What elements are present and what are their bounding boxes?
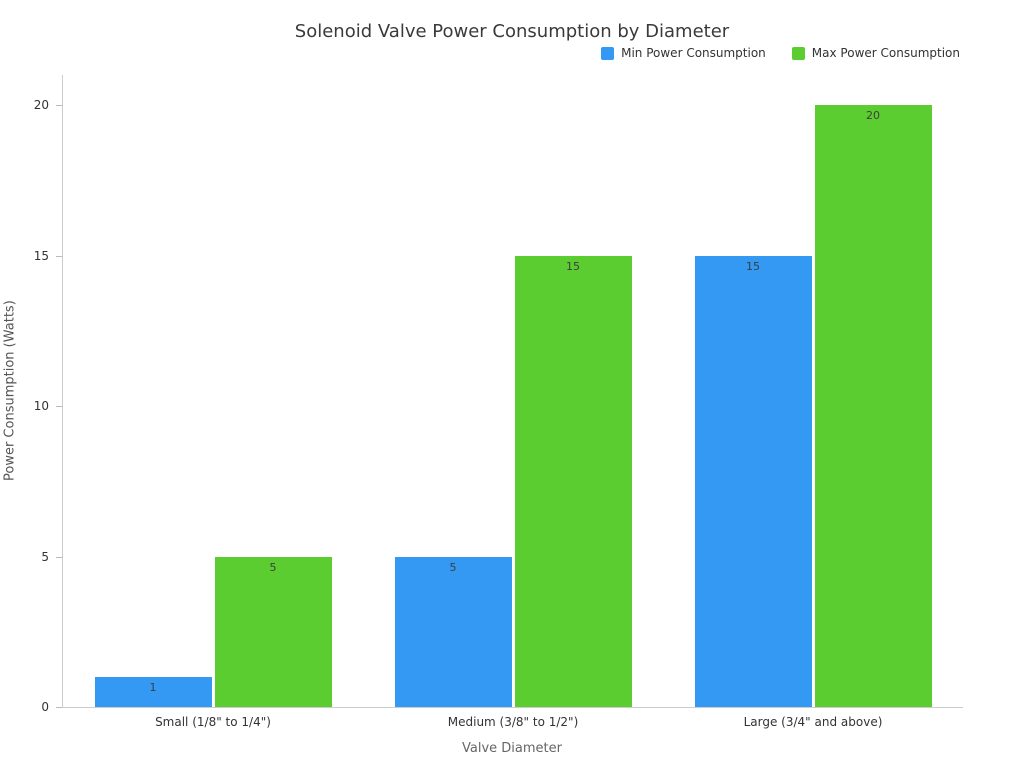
y-tick-label: 5 — [41, 549, 49, 564]
bar-min: 15 — [694, 255, 812, 707]
y-tick-mark — [56, 255, 62, 257]
legend-item-min: Min Power Consumption — [601, 46, 766, 60]
bar-min: 5 — [394, 556, 512, 707]
y-axis-title: Power Consumption (Watts) — [2, 300, 18, 482]
y-tick-mark — [56, 406, 62, 408]
bar-max: 20 — [814, 105, 932, 707]
legend: Min Power Consumption Max Power Consumpt… — [601, 46, 960, 60]
x-category-label: Small (1/8" to 1/4") — [155, 715, 271, 729]
y-tick-label: 20 — [33, 98, 49, 113]
y-tick-label: 10 — [33, 399, 49, 414]
legend-swatch-min — [601, 46, 615, 60]
y-tick-mark — [56, 707, 62, 708]
bar-group: 1 5 Small (1/8" to 1/4") — [63, 75, 363, 729]
x-category-label: Medium (3/8" to 1/2") — [447, 715, 579, 729]
bar-value-label: 1 — [149, 680, 157, 694]
legend-swatch-max — [791, 46, 805, 60]
chart-title: Solenoid Valve Power Consumption by Diam… — [294, 21, 730, 42]
y-tick-label: 0 — [41, 700, 49, 714]
bar-value-label: 5 — [449, 560, 457, 574]
y-tick-label: 15 — [33, 248, 49, 263]
bar-max: 15 — [514, 255, 632, 707]
bar-value-label: 15 — [566, 259, 580, 273]
bar-min: 1 — [94, 676, 212, 707]
legend-label-max: Max Power Consumption — [811, 46, 960, 60]
plot-area: 0 5 10 15 20 1 5 Small (1/8" to 1/4") 5 15 Medium … — [34, 75, 963, 729]
bar-value-label: 15 — [746, 259, 760, 273]
legend-label-min: Min Power Consumption — [621, 46, 766, 60]
x-category-label: Large (3/4" and above) — [743, 715, 883, 729]
bar-max: 5 — [214, 556, 332, 707]
legend-item-max: Max Power Consumption — [791, 46, 960, 60]
x-axis-title: Valve Diameter — [462, 741, 562, 756]
bar-value-label: 5 — [269, 560, 277, 574]
y-tick-mark — [56, 556, 62, 558]
bar-value-label: 20 — [866, 109, 880, 123]
bar-group: 5 15 Medium (3/8" to 1/2") — [363, 75, 663, 729]
y-tick-mark — [56, 105, 62, 107]
bar-group: 15 20 Large (3/4" and above) — [663, 75, 963, 729]
